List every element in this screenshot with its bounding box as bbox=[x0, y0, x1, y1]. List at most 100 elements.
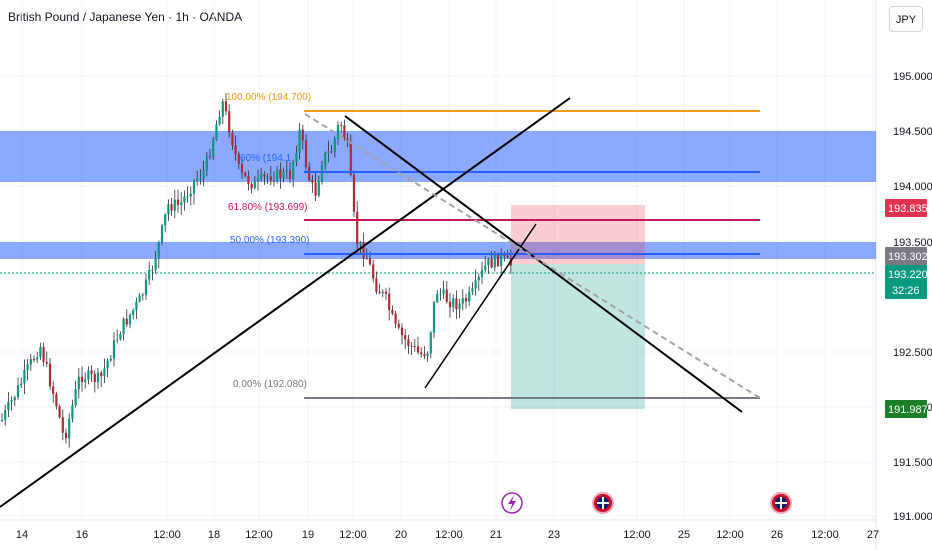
candle bbox=[202, 160, 205, 187]
badge-entry-text: 193.302 bbox=[888, 251, 928, 263]
candle bbox=[426, 351, 429, 362]
candle bbox=[292, 159, 295, 188]
candle bbox=[55, 391, 58, 410]
badge-stop-text: 193.835 bbox=[888, 203, 928, 215]
candle bbox=[26, 359, 29, 381]
candle bbox=[295, 145, 298, 167]
candle bbox=[496, 252, 500, 268]
lower-demand-zone[interactable] bbox=[0, 242, 876, 259]
candle bbox=[327, 140, 330, 163]
candle bbox=[247, 170, 250, 191]
badge-target: 191.987 bbox=[885, 400, 928, 418]
chart-title: British Pound / Japanese Yen · 1h · OAND… bbox=[8, 10, 243, 24]
candle bbox=[260, 167, 263, 182]
candle bbox=[103, 358, 106, 384]
candle bbox=[45, 351, 48, 368]
fib-label-61: 61.80% (193.699) bbox=[228, 202, 308, 213]
x-tick-label: 12:00 bbox=[339, 529, 367, 541]
candle bbox=[32, 355, 36, 363]
candle bbox=[394, 310, 397, 329]
ascending-trendline[interactable] bbox=[0, 97, 571, 508]
fib-label-60: 60% (194.1 bbox=[240, 153, 292, 164]
candle bbox=[400, 323, 404, 345]
y-tick-label: 195.000 bbox=[893, 71, 932, 83]
candle bbox=[324, 151, 327, 170]
candle bbox=[378, 283, 381, 295]
candle bbox=[39, 342, 42, 360]
candle bbox=[452, 294, 455, 313]
candle bbox=[215, 120, 218, 141]
uk-flag-event-icon-2[interactable] bbox=[770, 492, 792, 514]
candle bbox=[432, 300, 436, 339]
fib-label-0: 0.00% (192.080) bbox=[233, 379, 307, 390]
candle bbox=[87, 366, 90, 385]
candle bbox=[135, 297, 138, 319]
upper-supply-zone[interactable] bbox=[0, 131, 876, 182]
candle bbox=[151, 265, 154, 281]
candle bbox=[119, 331, 122, 341]
candle bbox=[125, 309, 128, 327]
time-axis[interactable]: 14 16 12:00 18 12:00 19 12:00 20 12:00 21 23 12:00 2… bbox=[16, 529, 879, 541]
candle bbox=[231, 129, 234, 150]
candle bbox=[253, 176, 256, 190]
candle bbox=[480, 261, 484, 285]
candle bbox=[64, 428, 68, 444]
x-tick-label: 14 bbox=[16, 529, 28, 541]
candle bbox=[61, 409, 64, 441]
candle bbox=[346, 132, 349, 148]
candle bbox=[164, 213, 167, 233]
candle bbox=[0, 413, 4, 423]
candle bbox=[263, 170, 266, 185]
candle bbox=[228, 104, 231, 138]
candle bbox=[77, 367, 80, 399]
candle bbox=[458, 298, 461, 319]
y-tick-label: 192.500 bbox=[893, 347, 932, 359]
candle bbox=[74, 380, 77, 408]
lightning-event-icon[interactable] bbox=[501, 492, 523, 514]
candle bbox=[448, 292, 452, 318]
take-profit-zone[interactable] bbox=[511, 264, 645, 409]
candle bbox=[343, 119, 346, 141]
grid bbox=[0, 0, 876, 520]
candle bbox=[42, 342, 45, 367]
badge-stop: 193.835 bbox=[885, 199, 928, 217]
candle bbox=[4, 404, 7, 426]
candlestick-series bbox=[0, 93, 512, 448]
fib-label-50: 50.00% (193.390) bbox=[230, 235, 310, 246]
candle bbox=[71, 399, 74, 423]
candle bbox=[112, 332, 116, 367]
candle bbox=[416, 336, 420, 355]
candle bbox=[84, 372, 87, 389]
candle bbox=[388, 287, 391, 321]
candle bbox=[349, 134, 352, 177]
candle bbox=[20, 377, 23, 388]
candle bbox=[311, 175, 314, 193]
candle bbox=[423, 346, 426, 360]
x-tick-label: 19 bbox=[302, 529, 314, 541]
x-tick-label: 23 bbox=[548, 529, 560, 541]
candle bbox=[180, 191, 183, 215]
candle bbox=[96, 368, 100, 389]
candle bbox=[16, 377, 20, 400]
x-tick-label: 12:00 bbox=[245, 529, 273, 541]
candle bbox=[244, 171, 247, 178]
y-tick-label: 193.500 bbox=[893, 237, 932, 249]
x-tick-label: 16 bbox=[76, 529, 88, 541]
wedge-trendline[interactable] bbox=[424, 223, 537, 389]
currency-button[interactable]: JPY bbox=[889, 6, 923, 32]
candle bbox=[420, 347, 423, 358]
candle bbox=[487, 257, 490, 274]
candle bbox=[384, 288, 388, 300]
candle bbox=[93, 370, 96, 393]
candle bbox=[7, 391, 10, 418]
candle bbox=[477, 273, 480, 291]
candle bbox=[205, 151, 208, 177]
candle bbox=[356, 201, 359, 254]
candle bbox=[237, 151, 240, 170]
badge-current-text: 193.220 bbox=[888, 269, 928, 281]
candle bbox=[333, 136, 336, 158]
uk-flag-event-icon-1[interactable] bbox=[592, 492, 614, 514]
candle bbox=[212, 136, 215, 160]
x-tick-label: 12:00 bbox=[153, 529, 181, 541]
